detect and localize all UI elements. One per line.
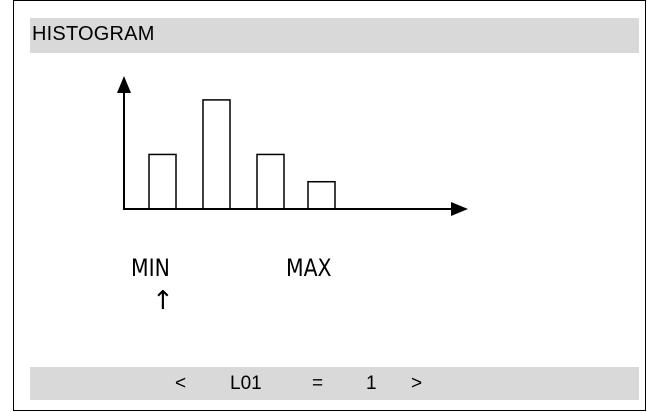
histogram-bar-3 (256, 153, 285, 210)
next-button[interactable]: > (411, 373, 423, 394)
page-title: HISTOGRAM (32, 23, 155, 45)
min-pointer-arrow-icon: ↑ (152, 286, 174, 316)
histogram-bar-2 (202, 99, 231, 210)
y-axis-arrow-icon (117, 76, 131, 93)
histogram-bars (148, 99, 336, 210)
equals-sign: = (312, 373, 324, 394)
histogram-bar-4 (307, 180, 336, 210)
histogram-bar-1 (148, 153, 177, 210)
x-axis-arrow-icon (451, 202, 468, 216)
parameter-name: L01 (230, 373, 262, 394)
parameter-bar: < L01 = 1 > (30, 367, 639, 400)
max-label: MAX (286, 254, 332, 282)
prev-button[interactable]: < (175, 373, 187, 394)
parameter-value[interactable]: 1 (366, 373, 377, 394)
title-bar: HISTOGRAM (30, 18, 639, 53)
min-label: MIN (131, 254, 170, 282)
